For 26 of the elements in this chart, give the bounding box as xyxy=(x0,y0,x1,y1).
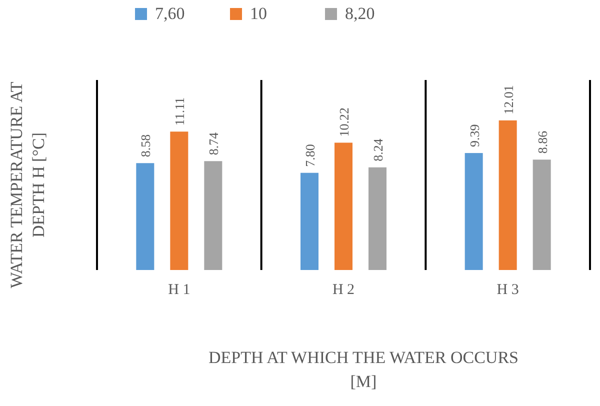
data-label: 8.74 xyxy=(206,132,222,156)
legend-label: 10 xyxy=(250,4,267,23)
data-label: 8.24 xyxy=(370,138,386,162)
legend-label: 8,20 xyxy=(345,4,375,23)
bar xyxy=(532,160,551,270)
data-label: 8.86 xyxy=(534,130,550,154)
bar xyxy=(368,167,386,270)
bar xyxy=(498,120,517,270)
x-tick-label: H 1 xyxy=(168,282,190,298)
x-tick-label: H 2 xyxy=(332,282,355,298)
bar xyxy=(136,163,154,270)
data-label: 9.39 xyxy=(466,124,482,148)
data-label: 8.58 xyxy=(138,134,154,158)
legend-label: 7,60 xyxy=(155,4,185,23)
data-label: 12.01 xyxy=(500,85,516,114)
bar xyxy=(300,172,318,270)
bar xyxy=(334,142,352,270)
bar xyxy=(170,132,188,270)
x-axis-title: DEPTH AT WHICH THE WATER OCCURS [M] xyxy=(208,348,518,391)
data-label: 10.22 xyxy=(336,107,352,137)
x-tick-label: H 3 xyxy=(496,282,519,298)
y-axis-title: WATER TEMPERATURE AT DEPTH H [°C] xyxy=(7,81,48,288)
data-label: 11.11 xyxy=(172,97,188,126)
data-label: 7.80 xyxy=(302,144,318,167)
bar xyxy=(204,161,222,270)
bar xyxy=(464,153,483,270)
